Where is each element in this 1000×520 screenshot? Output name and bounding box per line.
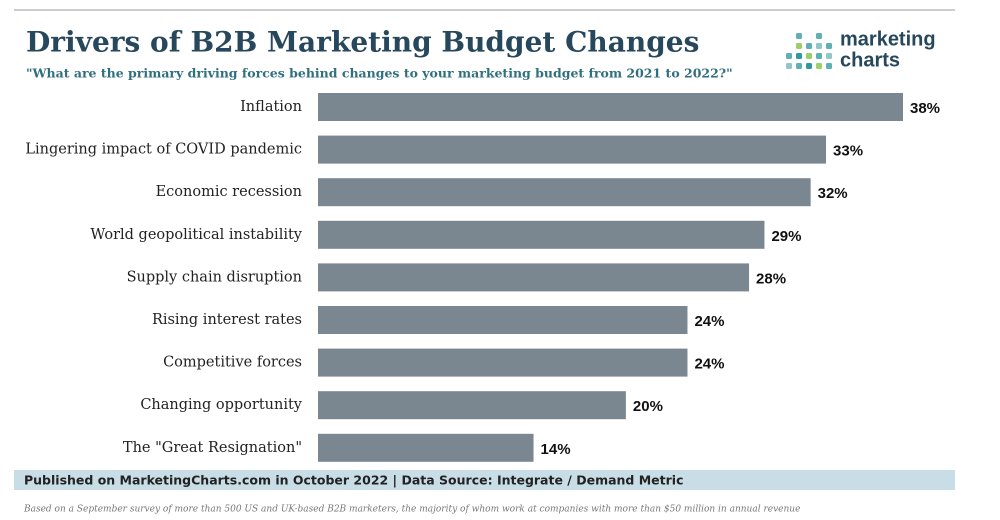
bar <box>318 391 626 420</box>
footer-source: Published on MarketingCharts.com in Octo… <box>24 473 683 488</box>
logo-text: marketing <box>840 28 936 50</box>
logo-dot <box>806 53 812 59</box>
footer-note: Based on a September survey of more than… <box>23 505 800 515</box>
logo-dot <box>816 43 822 49</box>
value-label: 24% <box>694 356 724 373</box>
logo-dot <box>786 53 792 59</box>
category-label: Inflation <box>240 99 302 115</box>
category-label: The "Great Resignation" <box>123 440 302 456</box>
logo-dot <box>786 63 792 69</box>
value-label: 33% <box>833 143 863 160</box>
logo-dot <box>826 43 832 49</box>
logo-dot <box>806 63 812 69</box>
bar <box>318 135 827 164</box>
logo-text: charts <box>840 49 900 71</box>
logo-dot <box>796 53 802 59</box>
value-label: 20% <box>633 398 663 415</box>
logo-dot <box>796 33 802 39</box>
category-label: World geopolitical instability <box>90 227 302 243</box>
value-label: 28% <box>756 270 786 287</box>
value-label: 14% <box>541 441 571 458</box>
logo-dot <box>796 43 802 49</box>
bar <box>318 178 811 207</box>
category-label: Rising interest rates <box>152 312 302 328</box>
category-label: Economic recession <box>156 184 302 200</box>
logo-dot <box>816 53 822 59</box>
bar <box>318 348 688 377</box>
logo-dot <box>806 43 812 49</box>
logo-dot <box>826 53 832 59</box>
bar <box>318 433 534 462</box>
logo-dot <box>816 33 822 39</box>
value-label: 32% <box>818 185 848 202</box>
chart-title: Drivers of B2B Marketing Budget Changes <box>26 26 699 59</box>
category-label: Lingering impact of COVID pandemic <box>25 142 302 158</box>
category-label: Supply chain disruption <box>127 269 302 285</box>
value-label: 38% <box>910 100 940 117</box>
bar <box>318 220 765 249</box>
footer-band <box>14 470 955 490</box>
bar <box>318 306 688 334</box>
logo-mark <box>786 33 832 69</box>
logo-dot <box>826 63 832 69</box>
logo-dot <box>816 63 822 69</box>
value-label: 24% <box>694 313 724 330</box>
bar <box>318 93 903 121</box>
category-label: Competitive forces <box>163 355 302 371</box>
logo-dot <box>796 63 802 69</box>
value-label: 29% <box>771 228 801 245</box>
category-label: Changing opportunity <box>140 397 302 413</box>
chart-subtitle: "What are the primary driving forces beh… <box>26 66 733 81</box>
bar <box>318 263 750 292</box>
